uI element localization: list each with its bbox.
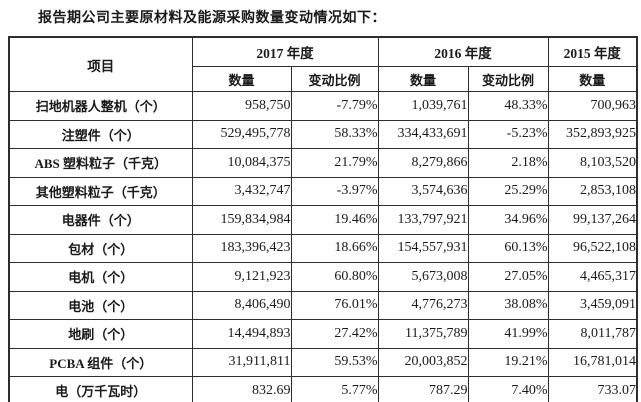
qty-2016-cell: 133,797,921 bbox=[377, 205, 469, 235]
qty-2015-cell: 99,137,264 bbox=[547, 205, 638, 235]
table-row: 注塑件（个） 529,495,778 58.33% 334,433,691 -5.23%… bbox=[8, 119, 638, 149]
qty-2015-cell: 733.07 bbox=[547, 376, 638, 402]
table-row: 包材（个） 183,396,423 18.66% 154,557,931 60.13% 9… bbox=[8, 233, 638, 263]
change-2016-cell: 7.40% bbox=[467, 376, 549, 402]
qty-2015-cell: 8,011,787 bbox=[547, 319, 638, 349]
change-2017-cell: 5.77% bbox=[290, 376, 379, 402]
qty-2016-cell: 1,039,761 bbox=[377, 91, 469, 121]
change-2016-cell: 25.29% bbox=[467, 176, 549, 206]
qty-2016-cell: 3,574,636 bbox=[377, 176, 469, 206]
qty-2015-cell: 8,103,520 bbox=[547, 148, 638, 178]
qty-2017-cell: 8,406,490 bbox=[191, 290, 292, 320]
qty-2016-cell: 787.29 bbox=[377, 376, 469, 402]
change-2017-cell: 58.33% bbox=[290, 119, 379, 149]
header-qty-2016: 数量 bbox=[377, 66, 469, 92]
qty-2016-cell: 20,003,852 bbox=[377, 347, 469, 377]
change-2016-cell: 60.13% bbox=[467, 233, 549, 263]
qty-2016-cell: 154,557,931 bbox=[377, 233, 469, 263]
item-name-cell: ABS 塑料粒子（千克） bbox=[8, 148, 193, 178]
table-row: 电器件（个） 159,834,984 19.46% 133,797,921 34.96%… bbox=[8, 205, 638, 235]
change-2016-cell: 2.18% bbox=[467, 148, 549, 178]
header-change-2017: 变动比例 bbox=[290, 66, 379, 92]
change-2016-cell: 38.08% bbox=[467, 290, 549, 320]
change-2016-cell: 19.21% bbox=[467, 347, 549, 377]
change-2016-cell: 27.05% bbox=[467, 262, 549, 292]
item-name-cell: 电机（个） bbox=[8, 262, 193, 292]
materials-purchase-table: 项目 2017 年度 2016 年度 2015 年度 数量 变动比例 数量 变动… bbox=[8, 36, 638, 402]
table-row: ABS 塑料粒子（千克） 10,084,375 21.79% 8,279,866 2.1… bbox=[8, 148, 638, 178]
header-qty-2017: 数量 bbox=[191, 66, 292, 92]
change-2017-cell: 76.01% bbox=[290, 290, 379, 320]
qty-2016-cell: 8,279,866 bbox=[377, 148, 469, 178]
table-row: 扫地机器人整机（个） 958,750 -7.79% 1,039,761 48.33% 70… bbox=[8, 91, 638, 121]
change-2017-cell: 27.42% bbox=[290, 319, 379, 349]
qty-2015-cell: 2,853,108 bbox=[547, 176, 638, 206]
change-2016-cell: 34.96% bbox=[467, 205, 549, 235]
change-2017-cell: 59.53% bbox=[290, 347, 379, 377]
change-2017-cell: 60.80% bbox=[290, 262, 379, 292]
header-row-years: 项目 2017 年度 2016 年度 2015 年度 bbox=[8, 36, 638, 92]
qty-2017-cell: 3,432,747 bbox=[191, 176, 292, 206]
change-2017-cell: 19.46% bbox=[290, 205, 379, 235]
table-row: 电（万千瓦时） 832.69 5.77% 787.29 7.40% 733.07 bbox=[8, 376, 638, 402]
qty-2017-cell: 159,834,984 bbox=[191, 205, 292, 235]
item-name-cell: 注塑件（个） bbox=[8, 119, 193, 149]
page-title: 报告期公司主要原材料及能源采购数量变动情况如下： bbox=[38, 11, 386, 26]
header-row-measures: 数量 变动比例 数量 变动比例 数量 bbox=[9, 66, 638, 92]
table-row: 电机（个） 9,121,923 60.80% 5,673,008 27.05% 4,465… bbox=[8, 262, 638, 292]
qty-2016-cell: 334,433,691 bbox=[377, 119, 469, 149]
change-2017-cell: 21.79% bbox=[290, 148, 379, 178]
qty-2017-cell: 529,495,778 bbox=[191, 119, 292, 149]
item-name-cell: 电器件（个） bbox=[8, 205, 193, 235]
qty-2017-cell: 9,121,923 bbox=[191, 262, 292, 292]
header-year-2016: 2016 年度 bbox=[377, 36, 549, 67]
change-2016-cell: -5.23% bbox=[467, 119, 549, 149]
qty-2017-cell: 958,750 bbox=[191, 91, 292, 121]
change-2017-cell: 18.66% bbox=[290, 233, 379, 263]
table-row: 地刷（个） 14,494,893 27.42% 11,375,789 41.99% 8,0… bbox=[8, 319, 638, 349]
qty-2015-cell: 700,963 bbox=[547, 91, 638, 121]
qty-2015-cell: 352,893,925 bbox=[547, 119, 638, 149]
qty-2017-cell: 183,396,423 bbox=[191, 233, 292, 263]
item-name-cell: 电池（个） bbox=[8, 290, 193, 320]
header-year-2015: 2015 年度 bbox=[547, 36, 638, 67]
table-row: PCBA 组件（个） 31,911,811 59.53% 20,003,852 19.2… bbox=[8, 347, 638, 377]
qty-2017-cell: 31,911,811 bbox=[191, 347, 292, 377]
qty-2015-cell: 3,459,091 bbox=[547, 290, 638, 320]
qty-2016-cell: 4,776,273 bbox=[377, 290, 469, 320]
item-name-cell: 电（万千瓦时） bbox=[8, 376, 193, 402]
qty-2015-cell: 4,465,317 bbox=[547, 262, 638, 292]
item-name-cell: 扫地机器人整机（个） bbox=[8, 91, 193, 121]
qty-2017-cell: 14,494,893 bbox=[191, 319, 292, 349]
table-row: 其他塑料粒子（千克） 3,432,747 -3.97% 3,574,636 25.29%… bbox=[8, 176, 638, 206]
header-year-2017: 2017 年度 bbox=[191, 36, 379, 67]
qty-2017-cell: 832.69 bbox=[191, 376, 292, 402]
header-item-column: 项目 bbox=[8, 36, 193, 92]
item-name-cell: 其他塑料粒子（千克） bbox=[8, 176, 193, 206]
item-name-cell: 地刷（个） bbox=[8, 319, 193, 349]
change-2017-cell: -7.79% bbox=[290, 91, 379, 121]
qty-2015-cell: 16,781,014 bbox=[547, 347, 638, 377]
header-qty-2015: 数量 bbox=[547, 66, 638, 92]
table-body: 扫地机器人整机（个） 958,750 -7.79% 1,039,761 48.33% 70… bbox=[8, 91, 638, 402]
qty-2017-cell: 10,084,375 bbox=[191, 148, 292, 178]
qty-2015-cell: 96,522,108 bbox=[547, 233, 638, 263]
table-row: 电池（个） 8,406,490 76.01% 4,776,273 38.08% 3,459… bbox=[8, 290, 638, 320]
qty-2016-cell: 11,375,789 bbox=[377, 319, 469, 349]
item-name-cell: 包材（个） bbox=[8, 233, 193, 263]
qty-2016-cell: 5,673,008 bbox=[377, 262, 469, 292]
change-2016-cell: 48.33% bbox=[467, 91, 549, 121]
header-change-2016: 变动比例 bbox=[467, 66, 549, 92]
item-name-cell: PCBA 组件（个） bbox=[8, 347, 193, 377]
change-2016-cell: 41.99% bbox=[467, 319, 549, 349]
change-2017-cell: -3.97% bbox=[290, 176, 379, 206]
table-header: 项目 2017 年度 2016 年度 2015 年度 数量 变动比例 数量 变动… bbox=[8, 36, 638, 92]
